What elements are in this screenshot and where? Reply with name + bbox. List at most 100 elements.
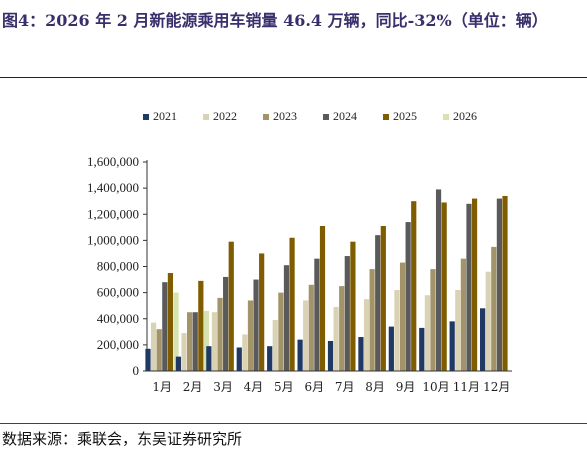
bar-2021-8 — [358, 337, 364, 371]
bar-2023-1 — [156, 329, 162, 371]
bar-2022-3 — [211, 312, 218, 371]
x-tick-label: 9月 — [396, 380, 416, 394]
x-tick-label: 2月 — [183, 380, 203, 394]
legend-label-2024: 2024 — [333, 109, 357, 123]
chart-legend: 2021 2022 2023 2024 2025 2026 — [143, 109, 477, 123]
bar-2024-7 — [344, 256, 350, 371]
x-tick-label: 12月 — [483, 380, 510, 394]
bar-2023-7 — [339, 286, 345, 371]
bar-2025-12 — [502, 195, 508, 371]
bar-2024-8 — [375, 235, 381, 371]
legend-swatch-2023 — [263, 114, 269, 120]
legend-swatch-2024 — [323, 114, 329, 120]
bar-2025-9 — [411, 201, 417, 371]
bar-2022-6 — [303, 300, 309, 371]
x-axis: 1月 2月 3月 4月 5月 6月 7月 8月 9月 10月 11月 12月 — [147, 370, 512, 394]
bar-2024-12 — [496, 198, 502, 371]
bar-2024-4 — [253, 279, 259, 371]
legend-label-2025: 2025 — [393, 109, 417, 123]
bar-2021-9 — [388, 326, 394, 371]
data-source-note: 数据来源：乘联会，东吴证券研究所 — [2, 430, 243, 448]
x-tick-label: 8月 — [365, 380, 385, 394]
bar-2024-9 — [405, 222, 411, 371]
y-tick-label: 1,000,000 — [87, 232, 139, 247]
bar-2022-11 — [455, 290, 461, 371]
x-tick-label: 5月 — [274, 380, 294, 394]
bar-2021-3 — [206, 346, 212, 371]
y-tick-label: 800,000 — [97, 259, 139, 274]
y-tick-label: 400,000 — [97, 311, 139, 326]
bar-2025-4 — [259, 253, 265, 371]
bar-2024-10 — [435, 189, 442, 371]
bar-2025-1 — [167, 273, 174, 371]
bar-2025-8 — [380, 226, 386, 371]
bar-2024-3 — [223, 276, 229, 371]
bar-2024-1 — [162, 282, 168, 371]
bar-2025-5 — [289, 237, 295, 371]
x-tick-label: 10月 — [422, 380, 449, 394]
bar-2021-6 — [297, 339, 303, 371]
bar-2022-4 — [242, 334, 248, 371]
x-tick-label: 1月 — [152, 380, 172, 394]
bar-2021-5 — [267, 346, 273, 371]
x-tick-label: 3月 — [213, 380, 233, 394]
bar-2021-2 — [175, 356, 182, 371]
bar-2024-5 — [283, 265, 290, 371]
y-tick-label: 1,200,000 — [87, 206, 139, 221]
bar-2021-12 — [479, 308, 486, 371]
bar-2026-2 — [203, 310, 210, 371]
legend-label-2021: 2021 — [153, 109, 177, 123]
x-tick-label: 7月 — [335, 380, 355, 394]
bar-2026-1 — [173, 292, 179, 371]
legend-label-2026: 2026 — [453, 109, 477, 123]
legend-swatch-2025 — [383, 114, 389, 120]
bottom-divider — [0, 423, 587, 424]
x-tick-label: 4月 — [244, 380, 264, 394]
bar-2021-11 — [449, 321, 455, 371]
y-tick-label: 200,000 — [97, 337, 139, 352]
bar-2022-10 — [424, 295, 430, 371]
bar-2021-4 — [236, 347, 242, 371]
legend-swatch-2022 — [203, 114, 209, 120]
bar-2023-5 — [278, 292, 284, 371]
bar-2023-8 — [369, 269, 375, 371]
bar-2022-7 — [333, 306, 339, 371]
legend-label-2023: 2023 — [273, 109, 297, 123]
bar-2023-4 — [247, 300, 254, 371]
bar-2024-6 — [314, 258, 320, 371]
bar-2023-3 — [217, 297, 223, 371]
bar-2023-6 — [308, 284, 314, 371]
bar-2023-2 — [187, 312, 193, 371]
bar-2025-11 — [471, 198, 478, 371]
top-divider — [0, 77, 587, 78]
bar-2025-6 — [319, 226, 326, 371]
y-tick-label: 0 — [133, 363, 140, 378]
y-tick-label: 1,600,000 — [87, 154, 139, 169]
chart-title: 图4：2026 年 2 月新能源乘用车销量 46.4 万辆，同比-32%（单位：… — [2, 11, 548, 30]
y-tick-label: 600,000 — [97, 285, 139, 300]
bar-2022-5 — [272, 320, 278, 371]
bar-group — [145, 189, 508, 371]
bar-2022-8 — [363, 299, 370, 371]
bar-2025-7 — [350, 241, 356, 371]
y-tick-label: 1,400,000 — [87, 180, 139, 195]
bar-2022-1 — [151, 322, 157, 371]
legend-label-2022: 2022 — [213, 109, 237, 123]
bar-2021-7 — [327, 340, 334, 371]
legend-swatch-2021 — [143, 114, 149, 120]
bar-2025-2 — [198, 280, 204, 371]
bar-2025-3 — [228, 241, 234, 371]
bar-2024-2 — [192, 312, 198, 371]
bar-2023-12 — [491, 246, 497, 371]
bar-2021-10 — [419, 327, 425, 371]
bar-2022-2 — [181, 333, 187, 371]
bar-2025-10 — [441, 202, 447, 371]
legend-swatch-2026 — [443, 114, 449, 120]
bar-2022-12 — [485, 271, 491, 371]
bar-2024-11 — [466, 203, 472, 371]
bar-2023-10 — [430, 269, 436, 371]
bar-2023-9 — [399, 262, 406, 371]
x-tick-label: 6月 — [304, 380, 324, 394]
bar-2022-9 — [394, 290, 400, 371]
x-tick-label: 11月 — [453, 380, 480, 394]
